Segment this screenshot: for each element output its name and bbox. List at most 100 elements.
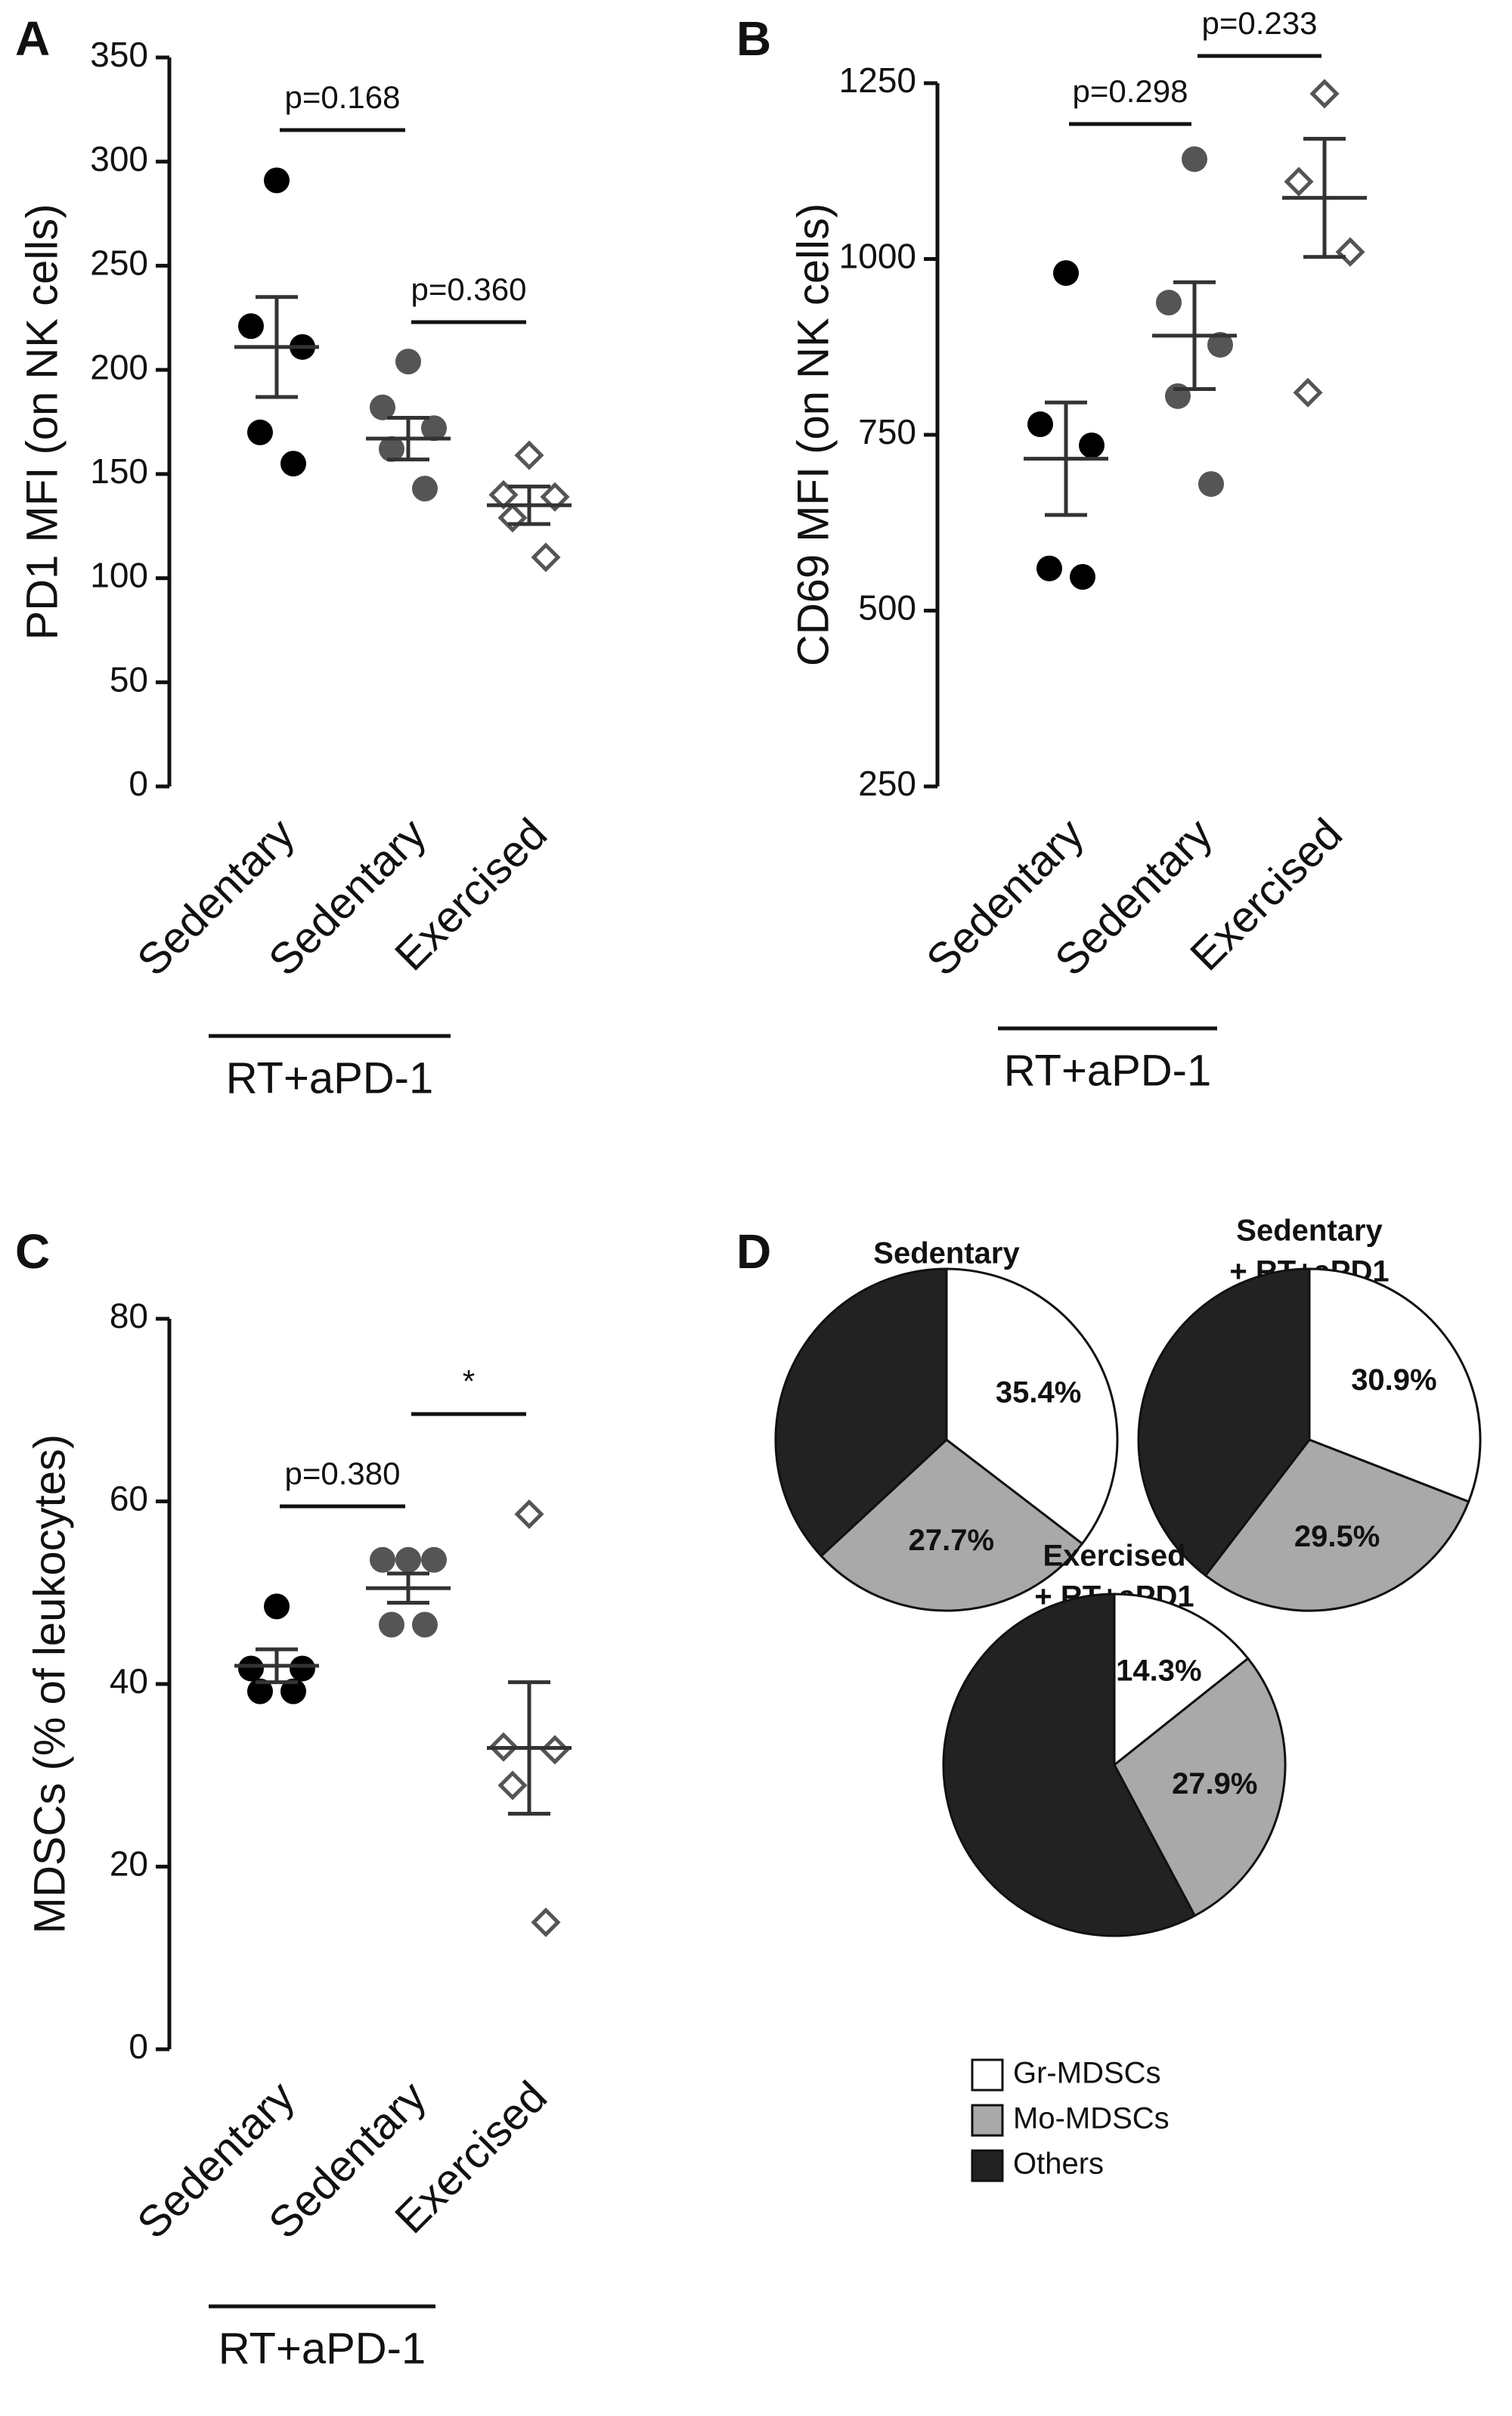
y-tick-label: 300 [90, 139, 148, 178]
legend-swatch [971, 2149, 1004, 2182]
data-point [1027, 411, 1053, 438]
data-point [264, 1593, 290, 1620]
y-axis-label: CD69 MFI (on NK cells) [789, 203, 838, 666]
data-point [1293, 377, 1323, 408]
data-point [1284, 166, 1314, 197]
data-point [497, 503, 528, 533]
data-point [531, 542, 561, 572]
significance-label: p=0.360 [411, 271, 527, 307]
y-tick-label: 80 [110, 1296, 148, 1335]
legend-swatch [971, 2104, 1004, 2137]
slice-label: 35.4% [996, 1376, 1081, 1410]
sem-bar [508, 484, 550, 526]
data-point [238, 1655, 264, 1682]
significance-label: p=0.233 [1202, 5, 1318, 41]
y-tick-label: 40 [110, 1661, 148, 1701]
data-point [412, 476, 438, 502]
panel-letter: B [736, 11, 771, 66]
pie-title: Sedentary [1236, 1214, 1383, 1248]
slice-label: 14.3% [1116, 1654, 1201, 1687]
data-point [1156, 290, 1182, 316]
sem-bar [256, 295, 298, 399]
y-axis-label: PD1 MFI (on NK cells) [17, 204, 67, 640]
significance-label: * [463, 1363, 475, 1399]
data-point [238, 313, 264, 340]
data-point [531, 1907, 561, 1937]
data-point [395, 1546, 421, 1573]
slice-label: 27.7% [909, 1524, 994, 1557]
y-tick-label: 150 [90, 451, 148, 491]
data-point [514, 440, 544, 470]
significance-label: p=0.168 [285, 79, 401, 115]
data-point [1070, 563, 1095, 590]
data-point [247, 419, 273, 445]
legend-swatch [971, 2058, 1004, 2092]
pie-slice [1113, 1593, 1250, 1768]
y-tick-label: 350 [90, 35, 148, 74]
group-label: RT+aPD-1 [218, 2324, 426, 2373]
sem-bar [387, 1571, 429, 1605]
slice-label: 27.9% [1172, 1767, 1257, 1800]
data-point [1335, 237, 1365, 267]
y-tick-label: 250 [90, 243, 148, 283]
data-point [1198, 471, 1224, 498]
data-point [379, 1611, 404, 1638]
data-point [1053, 260, 1079, 287]
sem-bar [256, 1647, 298, 1685]
sem-bar [1045, 400, 1087, 517]
pie-slice [1308, 1267, 1482, 1503]
data-point [540, 482, 570, 512]
sem-bar [1173, 280, 1216, 392]
data-point [290, 1655, 315, 1682]
data-point [1165, 383, 1191, 409]
y-tick-label: 50 [110, 659, 148, 699]
sem-bar [387, 415, 429, 462]
data-point [421, 415, 447, 442]
pie-slice [1137, 1267, 1311, 1577]
sem-bar [1303, 136, 1346, 259]
legend-label: Gr-MDSCs [1013, 2057, 1161, 2090]
sem-bar [508, 1680, 550, 1816]
y-axis-label: MDSCs (% of leukocytes) [25, 1434, 74, 1934]
slice-label: 29.5% [1294, 1520, 1380, 1553]
data-point [247, 1678, 273, 1704]
pie-title: Exercised [1043, 1540, 1185, 1573]
pie-title: Sedentary [873, 1237, 1020, 1270]
y-tick-label: 200 [90, 347, 148, 386]
pie-slice [945, 1267, 1119, 1546]
legend-label: Mo-MDSCs [1013, 2102, 1170, 2135]
y-tick-label: 1000 [839, 237, 916, 276]
data-point [1079, 432, 1105, 458]
data-point [370, 394, 395, 420]
pie-slice [774, 1267, 948, 1558]
significance-label: p=0.298 [1073, 73, 1188, 109]
data-point [1207, 331, 1233, 358]
y-tick-label: 250 [858, 764, 916, 803]
data-point [370, 1546, 395, 1573]
data-point [280, 451, 306, 477]
legend-label: Others [1013, 2148, 1104, 2181]
slice-label: 30.9% [1351, 1363, 1436, 1397]
significance-label: p=0.380 [285, 1456, 401, 1491]
data-point [395, 349, 421, 375]
y-tick-label: 20 [110, 1844, 148, 1884]
data-point [1182, 146, 1207, 172]
pie-slice [820, 1438, 1084, 1612]
data-point [1036, 555, 1062, 582]
y-tick-label: 0 [129, 2027, 148, 2066]
group-label: RT+aPD-1 [1004, 1046, 1212, 1095]
y-tick-label: 0 [129, 764, 148, 803]
y-tick-label: 500 [858, 588, 916, 628]
data-point [412, 1611, 438, 1638]
data-point [280, 1678, 306, 1704]
y-tick-label: 750 [858, 412, 916, 451]
pie-slice [942, 1593, 1197, 1937]
data-point [514, 1499, 544, 1529]
data-point [421, 1546, 447, 1573]
data-point [1309, 79, 1340, 109]
panel-letter: A [15, 11, 50, 66]
data-point [379, 436, 404, 462]
data-point [497, 1770, 528, 1800]
